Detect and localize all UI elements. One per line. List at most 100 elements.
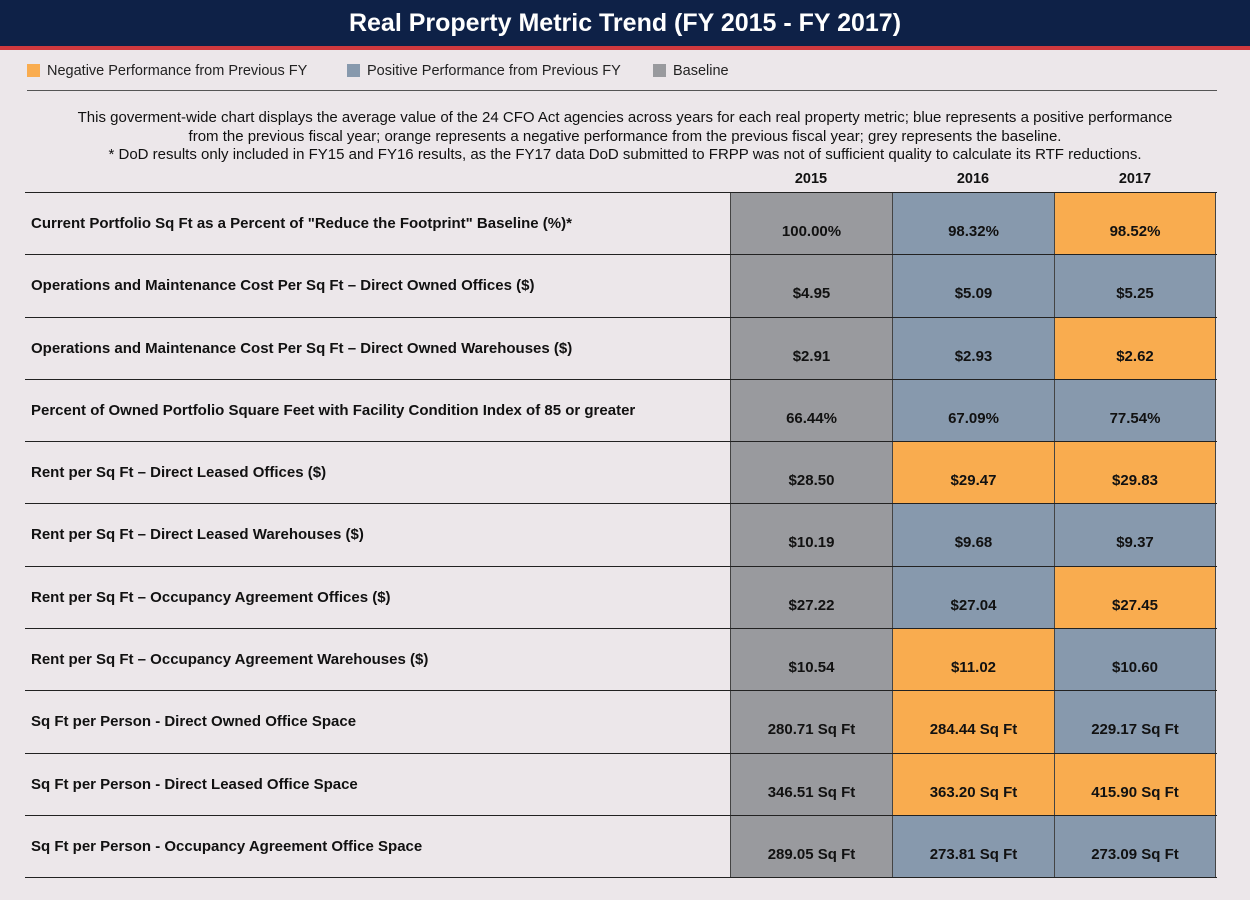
value-label: $9.37 [1116,534,1154,552]
value-cell-2016: $27.04 [892,566,1054,629]
value-cell-2015: 289.05 Sq Ft [730,815,892,878]
value-label: 66.44% [786,409,837,427]
value-cell-2017: $5.25 [1054,255,1216,317]
value-label: 273.09 Sq Ft [1091,845,1179,863]
legend-label-negative: Negative Performance from Previous FY [47,63,308,79]
value-label: $10.54 [788,659,835,677]
table-row: Percent of Owned Portfolio Square Feet w… [25,379,1217,443]
column-header-2015: 2015 [794,171,828,187]
value-label: $9.68 [954,534,993,552]
value-cell-2016: 67.09% [892,379,1054,442]
value-cell-2017: $10.60 [1054,629,1216,691]
table-row: Rent per Sq Ft – Occupancy Agreement Off… [25,566,1217,630]
value-cell-2017: $2.62 [1054,317,1216,379]
value-cell-2016: $29.47 [892,442,1054,504]
value-cell-2016: 363.20 Sq Ft [892,753,1054,815]
value-label: $2.93 [954,347,993,365]
legend-label-positive: Positive Performance from Previous FY [367,63,621,79]
table-row: Sq Ft per Person - Direct Leased Office … [25,753,1217,816]
legend-item-positive: Positive Performance from Previous FY [347,63,621,79]
value-label: $4.95 [792,285,831,303]
value-cell-2015: $10.19 [730,504,892,566]
table-row: Sq Ft per Person - Occupancy Agreement O… [25,815,1217,879]
table-row: Rent per Sq Ft – Occupancy Agreement War… [25,629,1217,692]
legend-swatch-negative [27,64,40,77]
table-row: Current Portfolio Sq Ft as a Percent of … [25,193,1217,256]
metric-label: Sq Ft per Person - Direct Leased Office … [31,775,358,793]
value-label: 98.52% [1109,223,1161,240]
value-label: 289.05 Sq Ft [767,845,856,863]
value-cell-2015: 280.71 Sq Ft [730,691,892,753]
value-label: 280.71 Sq Ft [767,721,856,739]
value-cell-2015: 346.51 Sq Ft [730,753,892,815]
value-cell-2017: $27.45 [1054,566,1216,629]
value-cell-2017: 98.52% [1054,193,1216,255]
value-cell-2016: 273.81 Sq Ft [892,815,1054,878]
value-label: 77.54% [1109,409,1161,427]
value-cell-2017: $29.83 [1054,442,1216,504]
value-cell-2015: $27.22 [730,566,892,629]
table-row: Rent per Sq Ft – Direct Leased Warehouse… [25,504,1217,567]
metric-label: Rent per Sq Ft – Occupancy Agreement War… [31,651,429,669]
value-cell-2017: 273.09 Sq Ft [1054,815,1216,878]
metric-label: Operations and Maintenance Cost Per Sq F… [31,339,573,357]
value-label: 67.09% [948,409,999,427]
legend-swatch-baseline [653,64,666,77]
value-label: $2.62 [1116,347,1154,365]
table-row: Operations and Maintenance Cost Per Sq F… [25,255,1217,318]
value-cell-2017: $9.37 [1054,504,1216,566]
table-row: Sq Ft per Person - Direct Owned Office S… [25,691,1217,754]
metric-table: Current Portfolio Sq Ft as a Percent of … [25,192,1217,879]
legend-label-baseline: Baseline [673,63,729,79]
description-line-3: * DoD results only included in FY15 and … [108,146,1142,163]
value-label: $27.04 [950,596,997,614]
table-row: Operations and Maintenance Cost Per Sq F… [25,317,1217,380]
metric-label: Operations and Maintenance Cost Per Sq F… [31,277,535,295]
chart-title: Real Property Metric Trend (FY 2015 - FY… [348,9,902,37]
value-cell-2016: 284.44 Sq Ft [892,691,1054,753]
legend-item-baseline: Baseline [653,63,729,79]
metric-label: Sq Ft per Person - Direct Owned Office S… [31,713,357,731]
column-header-2017: 2017 [1118,171,1152,187]
value-cell-2016: $5.09 [892,255,1054,317]
description: This goverment-wide chart displays the a… [20,109,1230,165]
value-cell-2017: 77.54% [1054,379,1216,442]
value-label: $2.91 [792,347,831,365]
value-label: 363.20 Sq Ft [929,783,1018,801]
value-label: $10.19 [788,534,835,552]
metric-label: Percent of Owned Portfolio Square Feet w… [31,401,636,419]
value-label: 415.90 Sq Ft [1091,783,1179,801]
value-cell-2016: $9.68 [892,504,1054,566]
metric-label: Rent per Sq Ft – Direct Leased Warehouse… [31,526,364,544]
value-label: $5.25 [1116,285,1154,303]
value-label: $29.47 [950,472,997,490]
value-cell-2017: 415.90 Sq Ft [1054,753,1216,815]
value-cell-2016: $2.93 [892,317,1054,379]
value-label: 100.00% [781,223,842,240]
value-label: $10.60 [1112,659,1158,677]
value-label: $27.45 [1112,596,1158,614]
value-label: $28.50 [788,472,835,490]
column-header-2016: 2016 [956,171,990,187]
value-label: $29.83 [1112,472,1158,490]
value-label: 273.81 Sq Ft [929,845,1018,863]
value-cell-2015: 66.44% [730,379,892,442]
description-line-1: This goverment-wide chart displays the a… [77,109,1173,126]
value-cell-2015: $10.54 [730,629,892,691]
value-label: 346.51 Sq Ft [767,783,856,801]
title-bar [0,0,1250,50]
value-label: 284.44 Sq Ft [929,721,1018,739]
metric-label: Current Portfolio Sq Ft as a Percent of … [31,215,572,232]
value-label: $11.02 [950,659,997,677]
value-label: $27.22 [788,596,835,614]
value-label: 98.32% [948,223,999,240]
description-line-2: from the previous fiscal year; orange re… [188,127,1062,145]
value-cell-2015: $2.91 [730,317,892,379]
value-label: $5.09 [954,285,993,303]
table-row: Rent per Sq Ft – Direct Leased Offices (… [25,442,1217,505]
value-cell-2016: $11.02 [892,629,1054,691]
metric-label: Rent per Sq Ft – Direct Leased Offices (… [31,464,327,482]
value-cell-2016: 98.32% [892,193,1054,255]
value-cell-2015: $4.95 [730,255,892,317]
legend: Negative Performance from Previous FY Po… [27,58,1217,91]
